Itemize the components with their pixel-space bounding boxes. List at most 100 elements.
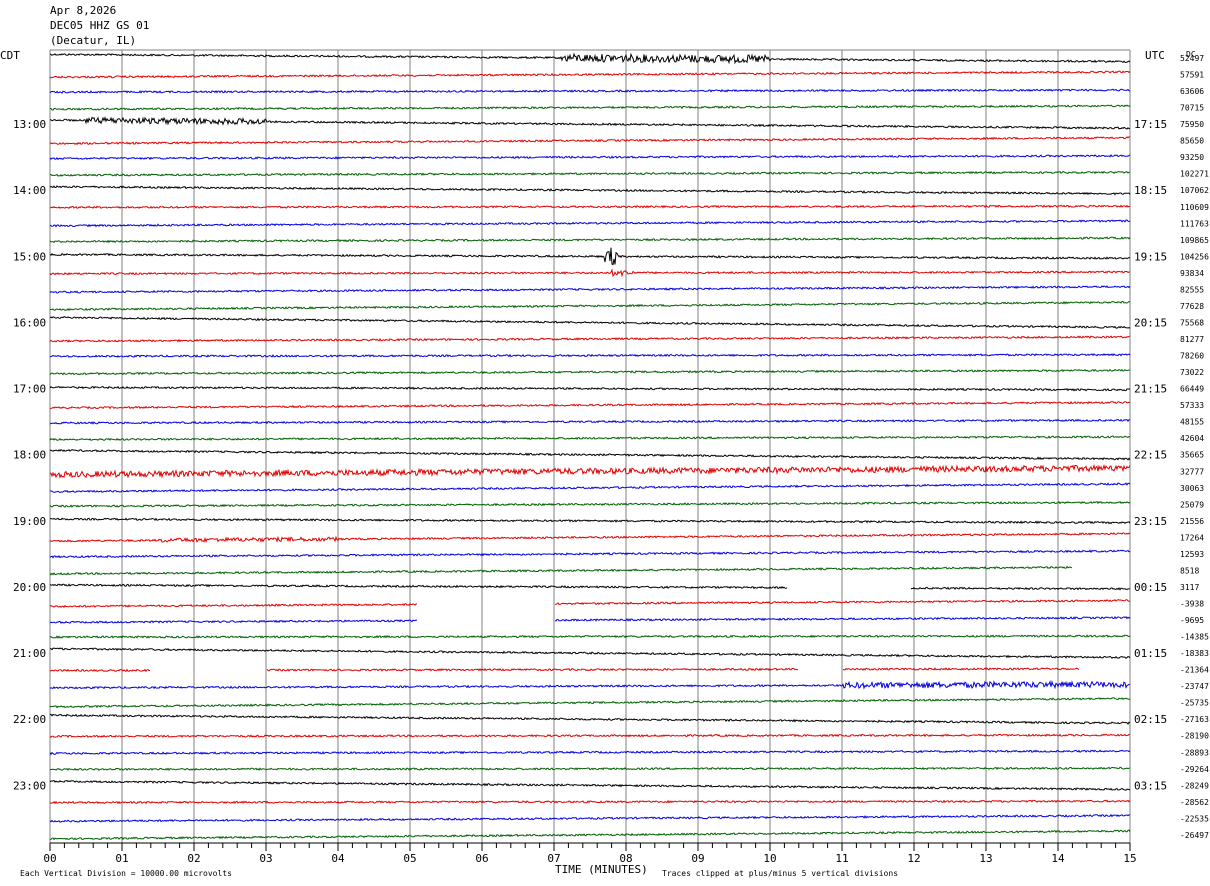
- trace-row-37-seg-0: [49, 668, 150, 673]
- trace-row-23-seg-0: [49, 435, 1131, 441]
- trace-row-25-seg-0: [49, 464, 1131, 479]
- trace-row-26-seg-0: [50, 482, 1131, 493]
- dc-offset-row-15: 77628: [1180, 302, 1204, 311]
- dc-offset-row-12: 104256: [1180, 252, 1209, 261]
- clip-note: Traces clipped at plus/minus 5 vertical …: [662, 869, 899, 878]
- trace-row-30-seg-0: [49, 549, 1131, 559]
- right-time-01:15: 01:15: [1134, 647, 1167, 660]
- right-time-23:15: 23:15: [1134, 515, 1167, 528]
- dc-offset-row-0: 52497: [1180, 54, 1204, 63]
- left-time-14:00: 14:00: [13, 184, 46, 197]
- dc-offset-row-8: 107062: [1180, 186, 1209, 195]
- trace-row-16-seg-0: [49, 316, 1131, 329]
- dc-offset-row-10: 111763: [1180, 219, 1209, 228]
- trace-row-1-seg-0: [49, 70, 1131, 79]
- dc-offset-row-46: -22535: [1180, 814, 1209, 823]
- station-location: (Decatur, IL): [50, 34, 137, 47]
- dc-header: DC: [1186, 50, 1196, 59]
- trace-row-44-seg-0: [49, 779, 1130, 791]
- x-tick-label-02: 02: [187, 852, 200, 865]
- trace-row-5-seg-0: [49, 136, 1131, 146]
- x-tick-label-09: 09: [691, 852, 704, 865]
- dc-offset-row-9: 110609: [1180, 203, 1209, 212]
- dc-offset-row-40: -27163: [1180, 715, 1209, 724]
- left-time-15:00: 15:00: [13, 250, 46, 263]
- left-time-21:00: 21:00: [13, 647, 46, 660]
- left-time-17:00: 17:00: [13, 383, 46, 396]
- left-time-18:00: 18:00: [13, 449, 46, 462]
- dc-offset-row-3: 70715: [1180, 104, 1204, 113]
- dc-offset-row-33: -3938: [1180, 599, 1204, 608]
- trace-row-37-seg-2: [842, 667, 1080, 671]
- trace-row-17-seg-0: [49, 335, 1131, 343]
- dc-offset-row-45: -28562: [1180, 798, 1209, 807]
- dc-offset-row-24: 35665: [1180, 451, 1204, 460]
- time-labels: 52497 57591 63606 70715 75950 85650 93250 10227…: [13, 54, 1209, 840]
- trace-row-32-seg-0: [49, 583, 788, 590]
- dc-offset-row-4: 75950: [1180, 120, 1204, 129]
- trace-row-43-seg-0: [49, 766, 1131, 772]
- x-tick-label-01: 01: [115, 852, 128, 865]
- dc-offset-row-23: 42604: [1180, 434, 1204, 443]
- trace-row-37-seg-1: [266, 667, 799, 672]
- x-tick-label-13: 13: [979, 852, 992, 865]
- trace-row-18-seg-0: [50, 353, 1131, 358]
- left-time-22:00: 22:00: [13, 713, 46, 726]
- trace-row-42-seg-0: [49, 749, 1131, 756]
- dc-offset-row-1: 57591: [1180, 71, 1204, 80]
- trace-row-38-seg-0: [49, 679, 1130, 690]
- dc-offset-row-2: 63606: [1180, 87, 1204, 96]
- trace-row-22-seg-0: [49, 418, 1131, 425]
- right-time-20:15: 20:15: [1134, 316, 1167, 329]
- trace-row-34-seg-1: [554, 615, 1131, 622]
- x-tick-label-12: 12: [907, 852, 920, 865]
- trace-row-41-seg-0: [49, 733, 1131, 739]
- trace-row-7-seg-0: [49, 170, 1131, 177]
- dc-offset-row-42: -28893: [1180, 748, 1209, 757]
- x-tick-label-15: 15: [1123, 852, 1136, 865]
- dc-offset-row-20: 66449: [1180, 385, 1204, 394]
- trace-row-36-seg-0: [49, 647, 1131, 659]
- right-time-22:15: 22:15: [1134, 449, 1167, 462]
- trace-row-9-seg-0: [49, 204, 1131, 209]
- x-tick-label-07: 07: [547, 852, 560, 865]
- x-axis-label: TIME (MINUTES): [555, 863, 648, 876]
- trace-row-6-seg-0: [49, 153, 1131, 161]
- trace-row-13-seg-0: [49, 268, 1131, 278]
- trace-row-33-seg-0: [49, 602, 418, 608]
- x-tick-label-08: 08: [619, 852, 632, 865]
- x-tick-label-00: 00: [43, 852, 56, 865]
- seismic-traces: [49, 52, 1131, 841]
- x-tick-label-03: 03: [259, 852, 272, 865]
- dc-offset-row-41: -28190: [1180, 732, 1209, 741]
- dc-offset-row-27: 25079: [1180, 500, 1204, 509]
- trace-row-32-seg-1: [910, 586, 1130, 591]
- right-time-00:15: 00:15: [1134, 581, 1167, 594]
- x-tick-label-14: 14: [1051, 852, 1065, 865]
- dc-offset-row-7: 102271: [1180, 170, 1209, 179]
- trace-row-35-seg-0: [49, 634, 1131, 639]
- scale-note: Each Vertical Division = 10000.00 microv…: [20, 869, 232, 878]
- dc-offset-row-22: 48155: [1180, 418, 1204, 427]
- dc-offset-row-13: 93834: [1180, 269, 1204, 278]
- time-axis: 00 01 02 03 04 05 06 07 08 09 10 11 12 13 14 15: [43, 842, 1137, 865]
- x-tick-label-11: 11: [835, 852, 848, 865]
- dc-offset-row-37: -21364: [1180, 666, 1209, 675]
- dc-offset-row-32: 3117: [1180, 583, 1199, 592]
- dc-offset-row-21: 57333: [1180, 401, 1204, 410]
- left-time-13:00: 13:00: [13, 118, 46, 131]
- trace-row-2-seg-0: [49, 88, 1130, 94]
- dc-offset-row-18: 78260: [1180, 352, 1204, 361]
- dc-offset-row-47: -26497: [1180, 831, 1209, 840]
- trace-row-19-seg-0: [49, 368, 1130, 376]
- trace-row-31-seg-0: [49, 565, 1073, 576]
- trace-row-27-seg-0: [49, 500, 1131, 508]
- plot-date: Apr 8,2026: [50, 4, 117, 17]
- trace-row-33-seg-1: [554, 598, 1130, 606]
- dc-offset-row-43: -29264: [1180, 765, 1209, 774]
- trace-row-21-seg-0: [49, 400, 1131, 410]
- left-timezone-label: CDT: [0, 49, 20, 62]
- right-time-17:15: 17:15: [1134, 118, 1167, 131]
- trace-row-10-seg-0: [49, 219, 1131, 228]
- trace-row-40-seg-0: [49, 713, 1131, 725]
